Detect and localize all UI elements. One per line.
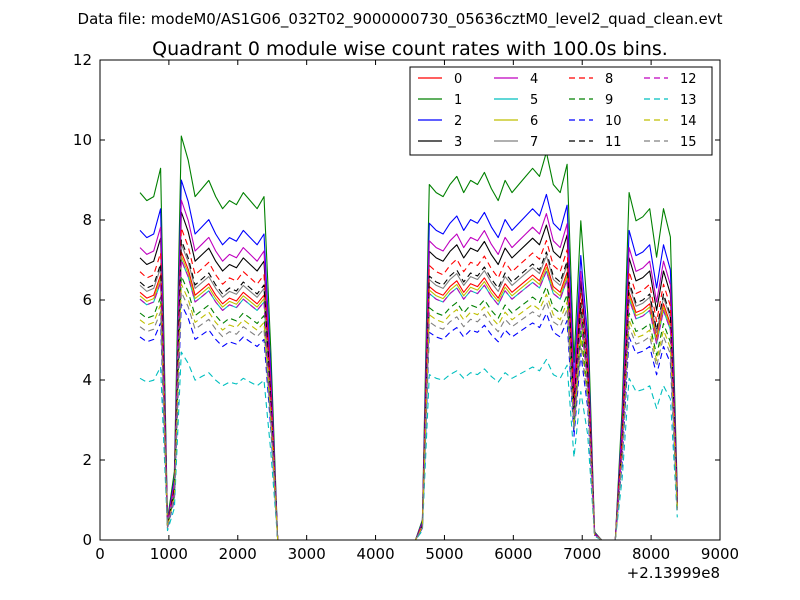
series-line-3 [139, 211, 678, 541]
series-line-15 [139, 291, 678, 541]
x-tick-label: 0 [95, 545, 105, 563]
x-tick-label: 7000 [563, 545, 601, 563]
legend-label-1: 1 [454, 93, 462, 108]
legend-label-10: 10 [605, 114, 622, 129]
x-tick-label: 4000 [356, 545, 394, 563]
legend-label-8: 8 [605, 72, 613, 87]
legend-label-3: 3 [454, 135, 462, 150]
y-tick-label: 6 [82, 291, 92, 309]
legend-label-9: 9 [605, 93, 613, 108]
x-tick-label: 3000 [288, 545, 326, 563]
y-tick-label: 4 [82, 371, 92, 389]
legend-label-5: 5 [530, 93, 538, 108]
legend-label-2: 2 [454, 114, 462, 129]
legend-label-11: 11 [605, 135, 622, 150]
chart-title: Quadrant 0 module wise count rates with … [152, 38, 668, 60]
series-line-1 [139, 135, 678, 541]
legend-label-15: 15 [680, 135, 697, 150]
y-tick-label: 12 [73, 51, 92, 69]
y-tick-label: 2 [82, 451, 92, 469]
series-line-11 [139, 239, 678, 541]
y-tick-label: 0 [82, 531, 92, 549]
x-offset-label: +2.13999e8 [627, 564, 720, 582]
series-line-6 [139, 255, 678, 541]
chart-suptitle: Data file: modeM0/AS1G06_032T02_90000007… [78, 10, 723, 29]
legend-label-13: 13 [680, 93, 697, 108]
legend-box [409, 66, 713, 156]
x-tick-label: 6000 [494, 545, 532, 563]
legend-label-7: 7 [530, 135, 538, 150]
legend-label-6: 6 [530, 114, 538, 129]
series-line-9 [139, 275, 678, 541]
x-tick-label: 8000 [632, 545, 670, 563]
y-tick-label: 8 [82, 211, 92, 229]
x-tick-label: 2000 [219, 545, 257, 563]
legend-label-0: 0 [454, 72, 462, 87]
x-tick-label: 9000 [701, 545, 739, 563]
series-line-7 [139, 243, 678, 541]
series-line-8 [139, 227, 678, 541]
x-tick-label: 5000 [425, 545, 463, 563]
series-line-13 [139, 351, 678, 541]
axes: 0 1000 2000 3000 4000 5000 6000 7000 8000 9000 0 2 4… [73, 51, 739, 582]
series-line-14 [139, 283, 678, 541]
y-tick-label: 10 [73, 131, 92, 149]
legend-label-12: 12 [680, 72, 697, 87]
series-lines [139, 135, 678, 541]
series-line-10 [139, 303, 678, 541]
legend-label-4: 4 [530, 72, 538, 87]
legend-label-14: 14 [680, 114, 697, 129]
x-tick-label: 1000 [150, 545, 188, 563]
series-line-4 [139, 199, 678, 541]
series-line-2 [139, 179, 678, 541]
